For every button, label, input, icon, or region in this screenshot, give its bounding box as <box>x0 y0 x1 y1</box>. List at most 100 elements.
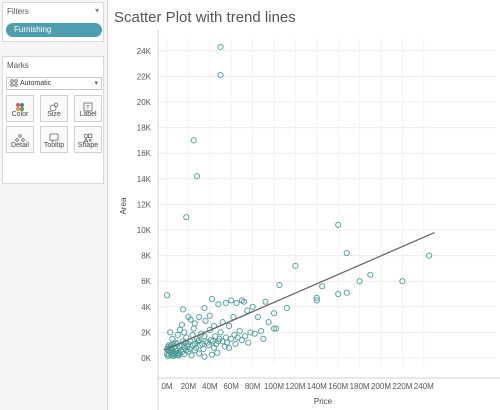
filters-caret-icon[interactable]: ▾ <box>94 6 99 15</box>
data-point <box>200 345 207 353</box>
detail-button[interactable]: Detail <box>6 126 34 153</box>
data-point <box>234 334 241 341</box>
data-point <box>191 320 198 327</box>
data-points <box>163 43 433 360</box>
y-tick-label: 22K <box>137 72 152 81</box>
data-point <box>270 310 278 317</box>
shape-label: Shape <box>77 142 99 149</box>
data-point <box>190 137 197 144</box>
data-point <box>215 301 222 308</box>
y-tick-label: 12K <box>137 200 152 209</box>
x-tick-label: 0M <box>161 382 172 391</box>
data-point <box>202 317 209 324</box>
data-point <box>292 262 299 269</box>
data-point <box>198 330 205 337</box>
x-tick-label: 160M <box>328 382 348 391</box>
data-point <box>185 348 192 355</box>
label-button[interactable]: T Label <box>74 95 102 122</box>
data-point <box>367 271 374 278</box>
data-point <box>273 325 280 332</box>
data-point <box>217 72 224 79</box>
x-tick-label: 120M <box>285 382 305 391</box>
data-point <box>258 328 265 335</box>
data-point <box>254 313 262 321</box>
svg-text:T: T <box>86 106 90 112</box>
x-tick-label: 80M <box>245 382 261 391</box>
data-point <box>221 343 228 350</box>
data-point <box>343 249 350 257</box>
data-point <box>247 329 254 336</box>
data-point <box>185 313 192 321</box>
data-point <box>206 312 213 319</box>
axes: 0K 2K 4K 6K 8K 10K 12K 14K 16K 18K 20K 22K 24K 0M 20M 4… <box>137 30 500 410</box>
data-point <box>343 289 350 296</box>
data-point <box>217 43 224 51</box>
data-point <box>260 335 267 342</box>
sidebar: Filters ▾ Furnishing Marks Automatic ▾ C… <box>0 0 108 410</box>
data-point <box>183 214 190 221</box>
x-tick-label: 180M <box>350 382 370 391</box>
shape-icon <box>75 130 101 143</box>
data-point <box>196 313 203 321</box>
data-point <box>249 303 256 310</box>
mark-type-dropdown[interactable]: Automatic ▾ <box>6 77 102 90</box>
y-tick-label: 2K <box>141 328 151 337</box>
dots-icon <box>10 78 18 92</box>
data-point <box>313 294 320 301</box>
trend-line-layer <box>163 231 435 351</box>
data-point <box>335 221 342 228</box>
data-point <box>163 292 171 299</box>
data-point <box>228 335 235 342</box>
size-button[interactable]: Size <box>40 95 68 122</box>
data-point <box>399 278 406 285</box>
x-tick-label: 200M <box>371 382 391 391</box>
tooltip-label: Tooltip <box>43 142 65 149</box>
y-tick-label: 16K <box>137 149 152 158</box>
trend-line <box>163 231 435 351</box>
data-point <box>265 319 272 326</box>
data-point <box>242 333 249 340</box>
data-point <box>426 252 433 259</box>
data-point <box>208 296 216 303</box>
data-point <box>167 329 174 336</box>
mark-type-value: Automatic <box>20 80 52 87</box>
x-tick-label: 20M <box>181 382 197 391</box>
x-tick-label: 140M <box>307 382 327 391</box>
data-point <box>219 338 226 345</box>
x-tick-label: 60M <box>223 382 239 391</box>
data-point <box>214 349 221 356</box>
data-point <box>244 307 251 314</box>
detail-icon <box>7 130 33 142</box>
y-tick-label: 0K <box>141 354 151 363</box>
shape-button[interactable]: Shape <box>74 126 102 153</box>
y-tick-label: 8K <box>141 252 151 261</box>
color-button[interactable]: Color <box>6 95 34 122</box>
size-label: Size <box>47 111 61 118</box>
filters-card: Filters ▾ Furnishing <box>2 2 104 42</box>
x-tick-label: 220M <box>392 382 412 391</box>
data-point <box>205 342 212 349</box>
filter-pill-furnishing[interactable]: Furnishing <box>6 23 102 37</box>
x-axis-label: Price <box>314 397 333 406</box>
chevron-down-icon: ▾ <box>94 80 98 87</box>
data-point <box>236 328 243 335</box>
data-point <box>188 352 195 359</box>
y-tick-label: 10K <box>137 226 152 235</box>
chart-title: Scatter Plot with trend lines <box>114 9 296 26</box>
marks-title: Marks <box>7 61 29 70</box>
detail-label: Detail <box>11 142 29 149</box>
data-point <box>208 351 216 358</box>
y-tick-label: 20K <box>137 98 152 107</box>
data-point <box>210 344 218 351</box>
grid-lines <box>158 38 496 366</box>
data-point <box>179 306 187 313</box>
color-label: Color <box>11 111 29 118</box>
y-axis-label: Area <box>119 197 128 214</box>
tooltip-button[interactable]: Tooltip <box>40 126 68 153</box>
y-tick-label: 6K <box>141 277 151 286</box>
x-tick-label: 240M <box>414 382 434 391</box>
marks-card: Marks Automatic ▾ Color Size T Label <box>2 56 104 184</box>
data-point <box>313 297 320 304</box>
data-point <box>283 304 290 312</box>
